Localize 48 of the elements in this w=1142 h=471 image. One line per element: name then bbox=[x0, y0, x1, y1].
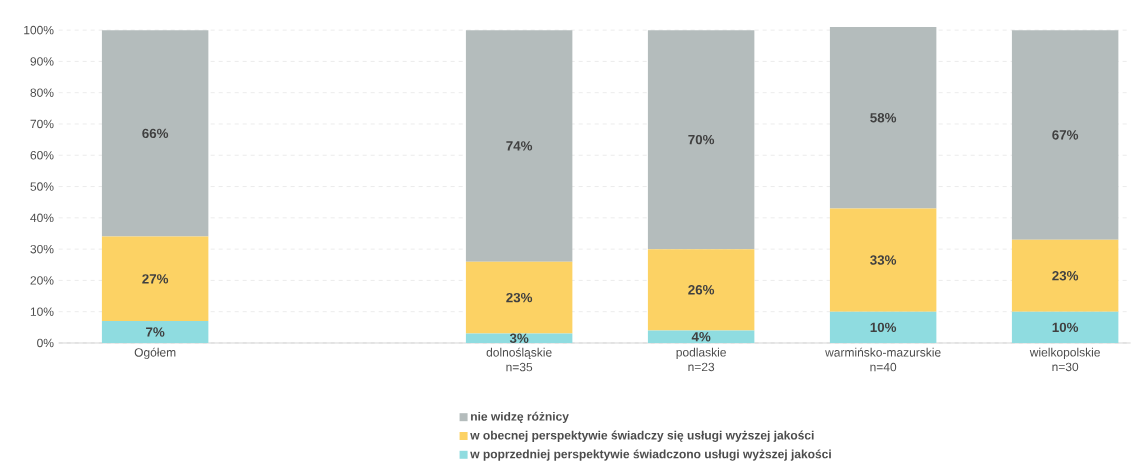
legend-label: w obecnej perspektywie świadczy się usługi wyższej jakości bbox=[470, 430, 814, 442]
bar bbox=[647, 330, 755, 343]
y-tick-label: 80% bbox=[30, 88, 54, 97]
bar bbox=[1011, 30, 1119, 240]
bar bbox=[1011, 239, 1119, 312]
y-tick-label: 30% bbox=[30, 244, 54, 254]
bar bbox=[465, 30, 573, 262]
data-label: 7% bbox=[146, 327, 165, 337]
data-label: 23% bbox=[506, 292, 533, 303]
y-tick-label: 60% bbox=[30, 151, 54, 160]
bar bbox=[1011, 311, 1119, 343]
data-label: 26% bbox=[688, 285, 715, 295]
data-label: 70% bbox=[688, 134, 715, 145]
x-tick-label: podlaskie n=23 bbox=[676, 347, 726, 372]
data-label: 66% bbox=[142, 128, 169, 139]
y-tick-label: 40% bbox=[30, 213, 54, 223]
bar bbox=[829, 27, 937, 209]
data-label: 10% bbox=[870, 322, 897, 333]
data-label: 4% bbox=[691, 332, 711, 342]
x-tick-label: Ogółem bbox=[134, 347, 176, 360]
bar bbox=[647, 249, 755, 331]
y-tick-label: 10% bbox=[30, 307, 54, 316]
y-tick-label: 0% bbox=[37, 338, 54, 348]
data-label: 74% bbox=[506, 141, 533, 151]
y-tick-label: 100% bbox=[24, 25, 54, 35]
y-tick-label: 90% bbox=[30, 57, 54, 66]
bar bbox=[829, 311, 937, 343]
data-label: 33% bbox=[870, 255, 897, 265]
data-label: 23% bbox=[1052, 271, 1079, 281]
x-tick-label: wielkopolskie n=30 bbox=[1029, 347, 1100, 372]
x-tick-label: dolnośląskie n=35 bbox=[486, 347, 552, 372]
legend-label: nie widzę różnicy bbox=[471, 411, 569, 424]
data-label: 3% bbox=[509, 333, 529, 344]
y-tick-label: 20% bbox=[30, 276, 54, 285]
bar bbox=[465, 261, 573, 334]
bar bbox=[101, 236, 209, 322]
x-tick-label: warmińsko-mazurskie n=40 bbox=[825, 347, 941, 372]
data-label: 10% bbox=[1052, 322, 1079, 333]
bar bbox=[647, 30, 755, 250]
bar bbox=[829, 208, 937, 312]
bar bbox=[101, 321, 209, 343]
bar bbox=[101, 30, 209, 237]
legend-label: w poprzedniej perspektywie świadczono usługi wyższej jakości bbox=[470, 449, 831, 461]
y-tick-label: 50% bbox=[30, 182, 54, 191]
data-label: 27% bbox=[142, 274, 169, 284]
y-tick-label: 70% bbox=[30, 119, 54, 129]
data-label: 58% bbox=[870, 113, 897, 123]
data-label: 67% bbox=[1052, 130, 1079, 140]
